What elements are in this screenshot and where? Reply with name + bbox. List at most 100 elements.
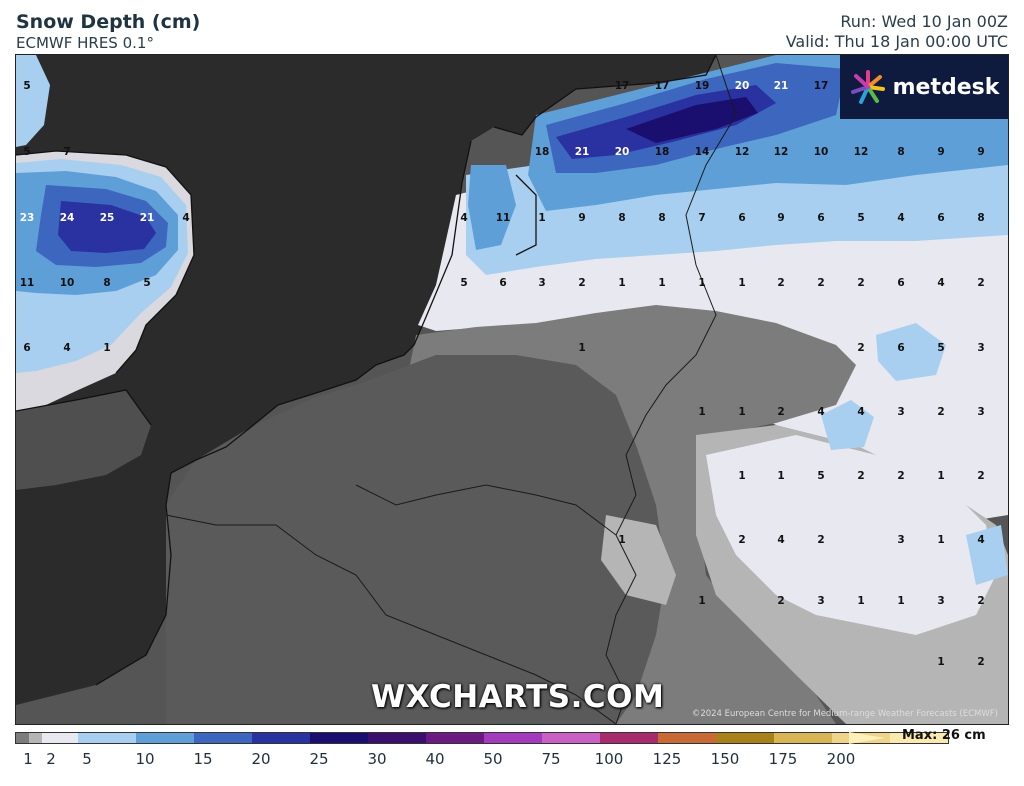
scale-segment <box>368 733 426 743</box>
frisian-peak-snow <box>626 97 758 143</box>
snow-depth-value: 2 <box>817 534 824 546</box>
snow-depth-value: 18 <box>535 146 550 158</box>
scale-tick-label: 1 <box>23 750 33 768</box>
ecmwf-credit: ©2024 European Centre for Medium-range W… <box>691 709 998 719</box>
snow-depth-value: 9 <box>578 212 585 224</box>
snow-depth-value: 25 <box>100 212 115 224</box>
snow-depth-value: 19 <box>695 80 710 92</box>
scale-segment <box>252 733 310 743</box>
snow-depth-value: 4 <box>897 212 904 224</box>
snow-depth-value: 8 <box>658 212 665 224</box>
belgium-no-snow <box>166 355 666 724</box>
scale-tick-label: 125 <box>652 750 682 768</box>
snow-depth-value: 2 <box>977 470 984 482</box>
scale-segment <box>658 733 716 743</box>
snow-depth-value: 1 <box>857 595 864 607</box>
valid-label: Valid: Thu 18 Jan 00:00 UTC <box>785 32 1008 51</box>
snow-depth-value: 12 <box>774 146 789 158</box>
germany-snow-patch <box>706 435 996 635</box>
map-title: Snow Depth (cm) <box>16 11 201 33</box>
snow-depth-value: 20 <box>615 146 630 158</box>
scale-tick-label: 40 <box>425 750 445 768</box>
snow-depth-value: 3 <box>937 595 944 607</box>
england-deeper-snow <box>58 201 156 253</box>
wxcharts-watermark: WXCHARTS.COM <box>371 679 665 715</box>
snow-depth-value: 4 <box>937 277 944 289</box>
scale-tick-label: 2 <box>46 750 56 768</box>
snow-depth-value: 6 <box>937 212 944 224</box>
scale-segment <box>600 733 658 743</box>
snow-depth-value: 6 <box>897 277 904 289</box>
snow-depth-value: 5 <box>143 277 150 289</box>
snow-depth-value: 3 <box>538 277 545 289</box>
scale-segment <box>890 733 948 743</box>
scale-segment <box>774 733 832 743</box>
germany-light-blue-2 <box>876 323 946 381</box>
ardennes-light-snow <box>601 515 676 605</box>
snow-depth-value: 2 <box>857 277 864 289</box>
snow-depth-value: 4 <box>857 406 864 418</box>
snow-depth-value: 11 <box>20 277 35 289</box>
snow-depth-value: 8 <box>618 212 625 224</box>
chart-header-left: Snow Depth (cm) ECMWF HRES 0.1° <box>16 10 200 52</box>
snow-depth-value: 24 <box>60 212 75 224</box>
snow-depth-value: 1 <box>937 656 944 668</box>
snow-depth-value: 4 <box>817 406 824 418</box>
scale-tick-label: 150 <box>710 750 740 768</box>
snow-depth-value: 21 <box>140 212 155 224</box>
scale-segment <box>42 733 78 743</box>
scale-segment <box>542 733 600 743</box>
snow-depth-value: 18 <box>655 146 670 158</box>
snow-depth-value: 12 <box>854 146 869 158</box>
england-south-land <box>16 390 151 490</box>
snow-depth-value: 2 <box>897 470 904 482</box>
scale-segment <box>716 733 774 743</box>
scale-tick-label: 25 <box>309 750 329 768</box>
snow-depth-value: 9 <box>937 146 944 158</box>
snow-depth-value: 2 <box>817 277 824 289</box>
snow-depth-value: 17 <box>615 80 630 92</box>
snow-depth-value: 6 <box>738 212 745 224</box>
scale-tick-label: 75 <box>541 750 561 768</box>
max-label: Max: 26 cm <box>902 728 986 743</box>
snow-depth-value: 10 <box>814 146 829 158</box>
snow-depth-value: 1 <box>738 406 745 418</box>
country-borders <box>165 55 737 724</box>
snow-depth-value: 2 <box>777 406 784 418</box>
snow-depth-value: 4 <box>460 212 467 224</box>
scale-segment <box>426 733 484 743</box>
metdesk-burst-icon <box>850 70 885 104</box>
snow-depth-value: 17 <box>814 80 829 92</box>
snow-depth-value: 23 <box>20 212 35 224</box>
snow-depth-value: 1 <box>618 277 625 289</box>
snow-depth-value: 5 <box>817 470 824 482</box>
scale-segment <box>484 733 542 743</box>
snow-depth-value: 8 <box>103 277 110 289</box>
holland-west-snow <box>468 165 516 250</box>
snow-depth-value: 4 <box>182 212 189 224</box>
germany-light-blue-3 <box>966 525 1008 585</box>
chart-header-right: Run: Wed 10 Jan 00Z Valid: Thu 18 Jan 00… <box>786 12 1008 52</box>
snow-depth-value: 1 <box>538 212 545 224</box>
snow-depth-value: 8 <box>897 146 904 158</box>
color-scale-bar <box>15 732 949 744</box>
metdesk-logo: metdesk <box>840 55 1008 119</box>
snow-depth-value: 2 <box>977 656 984 668</box>
metdesk-logo-text: metdesk <box>892 74 1000 100</box>
snow-depth-value: 2 <box>738 534 745 546</box>
snow-depth-value: 1 <box>937 470 944 482</box>
snow-depth-value: 6 <box>897 342 904 354</box>
snow-depth-value: 3 <box>977 342 984 354</box>
snow-depth-value: 4 <box>63 342 70 354</box>
snow-depth-value: 3 <box>897 406 904 418</box>
snow-depth-value: 2 <box>578 277 585 289</box>
scale-tick-label: 100 <box>594 750 624 768</box>
snow-depth-value: 2 <box>777 277 784 289</box>
snow-depth-value: 14 <box>695 146 710 158</box>
snow-depth-value: 2 <box>857 470 864 482</box>
scale-arrow <box>849 732 885 744</box>
snow-depth-value: 2 <box>977 277 984 289</box>
snow-depth-map: 5 5 7 23 24 25 21 4 11 10 8 5 6 4 1 17 17 19 20 21 17 18 21 20 1… <box>15 54 1009 725</box>
snow-depth-value: 7 <box>698 212 705 224</box>
